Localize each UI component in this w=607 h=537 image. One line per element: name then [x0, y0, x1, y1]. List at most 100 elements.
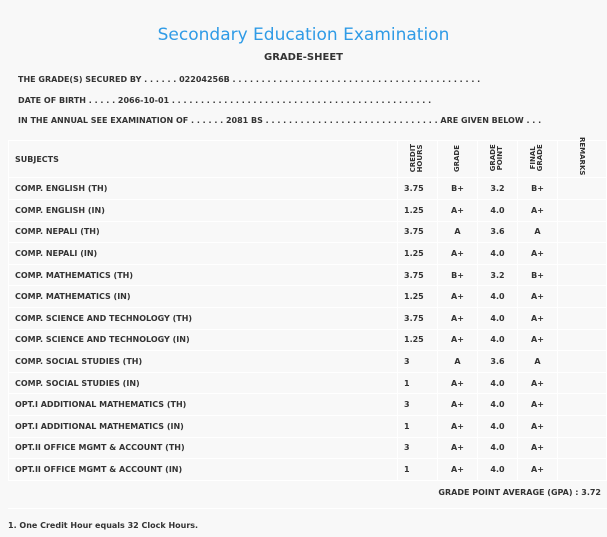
cell-grade-point: 4.0	[477, 199, 518, 222]
cell-credit-hours: 3.75	[397, 263, 438, 287]
header-final-grade: FINAL GRADE	[528, 144, 544, 172]
cell-remarks	[557, 371, 607, 395]
cell-subject: COMP. SOCIAL STUDIES (IN)	[8, 371, 398, 395]
cell-subject: COMP. MATHEMATICS (IN)	[8, 285, 398, 308]
cell-subject: OPT.II OFFICE MGMT & ACCOUNT (TH)	[8, 436, 398, 460]
cell-grade: A+	[437, 242, 478, 265]
header-remarks: REMARKS	[578, 137, 586, 176]
page-subtitle: GRADE-SHEET	[264, 52, 343, 63]
cell-subject: OPT.I ADDITIONAL MATHEMATICS (TH)	[8, 393, 398, 416]
cell-remarks	[557, 220, 607, 244]
grade-table: SUBJECTS CREDIT HOURS GRADE GRADE POINT …	[8, 137, 607, 481]
table-row: COMP. SCIENCE AND TECHNOLOGY (IN) 1.25 A+ 4…	[8, 328, 607, 352]
cell-grade-point: 3.6	[477, 220, 518, 244]
secured-by-line: THE GRADE(S) SECURED BY . . . . . . 0220…	[18, 75, 481, 84]
table-row: COMP. MATHEMATICS (IN) 1.25 A+ 4.0 A+	[8, 285, 607, 308]
cell-remarks	[557, 285, 607, 308]
cell-credit-hours: 1.25	[397, 285, 438, 308]
header-credit-hours: CREDIT HOURS	[408, 143, 424, 173]
cell-grade-point: 4.0	[477, 242, 518, 265]
cell-final-grade: A+	[517, 414, 558, 438]
page-title: Secondary Education Examination	[157, 25, 450, 45]
table-row: COMP. SCIENCE AND TECHNOLOGY (TH) 3.75 A+ 4…	[8, 306, 607, 330]
cell-credit-hours: 1	[397, 414, 438, 438]
cell-grade: A+	[437, 285, 478, 308]
cell-subject: COMP. SCIENCE AND TECHNOLOGY (IN)	[8, 328, 398, 352]
cell-grade: A+	[437, 458, 478, 481]
cell-grade-point: 3.2	[477, 177, 518, 201]
gpa-row	[8, 474, 607, 509]
cell-grade: A+	[437, 328, 478, 352]
cell-remarks	[557, 306, 607, 330]
table-row: OPT.I ADDITIONAL MATHEMATICS (IN) 1 A+ 4.0 A…	[8, 414, 607, 438]
cell-credit-hours: 1.25	[397, 328, 438, 352]
table-row: OPT.I ADDITIONAL MATHEMATICS (TH) 3 A+ 4.0 A…	[8, 393, 607, 416]
cell-final-grade: A	[517, 220, 558, 244]
cell-credit-hours: 3.75	[397, 220, 438, 244]
cell-final-grade: A+	[517, 242, 558, 265]
table-row: COMP. SOCIAL STUDIES (TH) 3 A 3.6 A	[8, 350, 607, 373]
table-row: COMP. SOCIAL STUDIES (IN) 1 A+ 4.0 A+	[8, 371, 607, 395]
cell-grade-point: 3.2	[477, 263, 518, 287]
table-row: COMP. MATHEMATICS (TH) 3.75 B+ 3.2 B+	[8, 263, 607, 287]
cell-final-grade: A+	[517, 436, 558, 460]
header-grade: GRADE	[453, 144, 461, 172]
cell-grade: A+	[437, 199, 478, 222]
cell-remarks	[557, 458, 607, 481]
cell-credit-hours: 3	[397, 350, 438, 373]
cell-credit-hours: 3.75	[397, 306, 438, 330]
cell-credit-hours: 1	[397, 371, 438, 395]
cell-grade-point: 4.0	[477, 371, 518, 395]
cell-subject: COMP. MATHEMATICS (TH)	[8, 263, 398, 287]
cell-grade-point: 4.0	[477, 306, 518, 330]
header-grade-point: GRADE POINT	[488, 144, 504, 172]
cell-final-grade: A+	[517, 199, 558, 222]
cell-grade-point: 3.6	[477, 350, 518, 373]
table-row: COMP. ENGLISH (IN) 1.25 A+ 4.0 A+	[8, 199, 607, 222]
cell-remarks	[557, 199, 607, 222]
cell-grade-point: 4.0	[477, 458, 518, 481]
gpa-value: GRADE POINT AVERAGE (GPA) : 3.72	[438, 488, 601, 497]
cell-credit-hours: 3	[397, 436, 438, 460]
table-row: OPT.II OFFICE MGMT & ACCOUNT (TH) 3 A+ 4.0 A…	[8, 436, 607, 460]
cell-grade-point: 4.0	[477, 393, 518, 416]
cell-subject: COMP. SOCIAL STUDIES (TH)	[8, 350, 398, 373]
cell-credit-hours: 3.75	[397, 177, 438, 201]
cell-remarks	[557, 263, 607, 287]
cell-final-grade: A+	[517, 285, 558, 308]
cell-subject: COMP. ENGLISH (IN)	[8, 199, 398, 222]
cell-grade: B+	[437, 177, 478, 201]
dob-line: DATE OF BIRTH . . . . . 2066-10-01 . . .…	[18, 96, 432, 105]
cell-final-grade: A+	[517, 328, 558, 352]
table-row: OPT.II OFFICE MGMT & ACCOUNT (IN) 1 A+ 4.0 A…	[8, 458, 607, 481]
exam-line: IN THE ANNUAL SEE EXAMINATION OF . . . .…	[18, 116, 542, 125]
cell-final-grade: B+	[517, 263, 558, 287]
cell-remarks	[557, 414, 607, 438]
cell-grade: B+	[437, 263, 478, 287]
cell-final-grade: B+	[517, 177, 558, 201]
cell-remarks	[557, 350, 607, 373]
cell-grade: A+	[437, 306, 478, 330]
cell-grade-point: 4.0	[477, 328, 518, 352]
cell-grade: A	[437, 220, 478, 244]
cell-remarks	[557, 328, 607, 352]
table-row: COMP. NEPALI (IN) 1.25 A+ 4.0 A+	[8, 242, 607, 265]
cell-remarks	[557, 393, 607, 416]
cell-credit-hours: 1.25	[397, 199, 438, 222]
cell-grade: A+	[437, 371, 478, 395]
header-subjects: SUBJECTS	[8, 139, 398, 179]
cell-final-grade: A	[517, 350, 558, 373]
cell-grade: A	[437, 350, 478, 373]
cell-final-grade: A+	[517, 393, 558, 416]
cell-final-grade: A+	[517, 306, 558, 330]
table-row: COMP. NEPALI (TH) 3.75 A 3.6 A	[8, 220, 607, 244]
cell-remarks	[557, 177, 607, 201]
cell-grade-point: 4.0	[477, 414, 518, 438]
cell-subject: COMP. ENGLISH (TH)	[8, 177, 398, 201]
cell-subject: COMP. NEPALI (TH)	[8, 220, 398, 244]
table-header-row: SUBJECTS CREDIT HOURS GRADE GRADE POINT …	[8, 137, 607, 179]
cell-remarks	[557, 242, 607, 265]
cell-final-grade: A+	[517, 371, 558, 395]
cell-grade-point: 4.0	[477, 436, 518, 460]
footnote: 1. One Credit Hour equals 32 Clock Hours…	[8, 521, 199, 530]
